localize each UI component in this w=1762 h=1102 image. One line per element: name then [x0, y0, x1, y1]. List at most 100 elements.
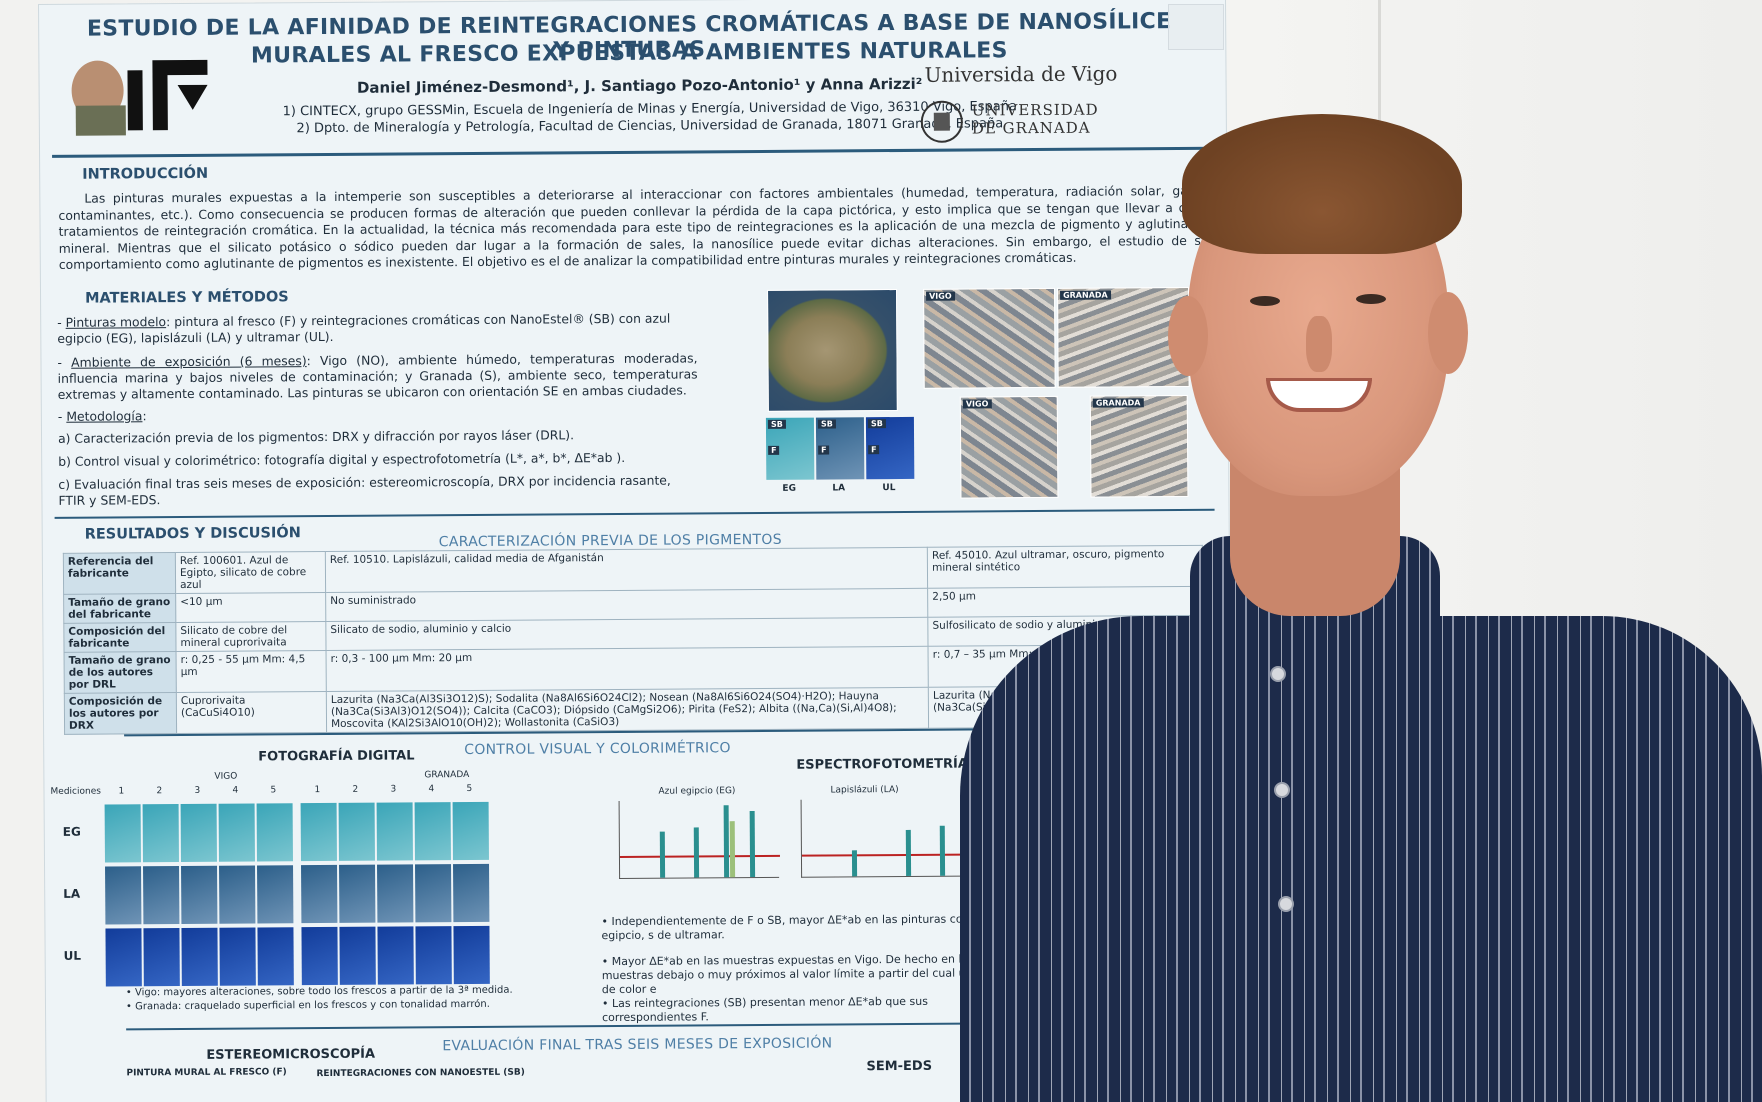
methods-a: a) Caracterización previa de los pigment… — [57, 427, 575, 446]
photo-swatch-vigo-ul-2 — [143, 928, 180, 987]
shirt-button-1 — [1270, 666, 1286, 682]
left-eye — [1250, 296, 1280, 306]
photo-swatch-granada-eg-3 — [376, 802, 413, 861]
photo-swatch-granada-la-5 — [453, 863, 490, 923]
chart-la-bar-1 — [851, 850, 858, 877]
university-vigo-logo: Universida de Vigo — [924, 61, 1118, 87]
photo-swatch-granada-ul-1 — [301, 926, 338, 986]
photo-grid: 1 2 3 4 5 1 2 3 4 5 EG LA UL — [39, 0, 1225, 987]
table-cell-la: No suministrado — [325, 588, 928, 622]
photo-swatch-granada-la-4 — [415, 864, 452, 923]
chart-eg-threshold — [619, 854, 780, 858]
person — [960, 96, 1762, 1102]
table-cell-la: Silicato de sodio, aluminio y calcio — [325, 617, 929, 651]
table-cell-la: Lazurita (Na3Ca(Al3Si3O12)S); Sodalita (… — [326, 687, 929, 733]
methods-item-2: - Ambiente de exposición (6 meses): Vigo… — [57, 350, 698, 402]
photo-col-granada-5: 5 — [466, 783, 473, 795]
photo-note-2-text: Granada: craquelado superficial en los f… — [135, 998, 490, 1013]
photo-swatch-granada-eg-1 — [300, 802, 337, 862]
scientific-poster: ESTUDIO DE LA AFINIDAD DE REINTEGRACIONE… — [38, 0, 1234, 1102]
semeds-heading: SEM-EDS — [866, 1058, 933, 1075]
chart-la-bar-2 — [905, 829, 912, 876]
chart-eg-bar-1 — [659, 831, 666, 878]
photo-swatch-vigo-la-4 — [219, 865, 256, 924]
photo-vigo-label: VIGO — [214, 771, 238, 782]
chart-la — [800, 798, 962, 878]
photo-swatch-granada-ul-4 — [415, 926, 452, 985]
photo-swatch-vigo-ul-4 — [219, 927, 256, 986]
photo-heading: FOTOGRAFÍA DIGITAL — [258, 748, 415, 765]
stereo-heading: ESTEREOMICROSCOPÍA — [206, 1046, 376, 1063]
photo-col-granada-3: 3 — [390, 784, 397, 795]
swatch-f-label-eg: F — [768, 445, 780, 455]
photo-swatch-vigo-eg-4 — [218, 803, 255, 862]
photo-swatch-vigo-ul-1 — [105, 928, 142, 987]
shirt-button-2 — [1274, 782, 1290, 798]
left-ear — [1168, 296, 1208, 376]
table-cell-la: r: 0,3 - 100 µm Mm: 20 µm — [326, 646, 929, 692]
swatch-sb-label-la: SB — [817, 419, 836, 429]
table-cell-eg: <10 µm — [175, 592, 326, 623]
photo-swatch-granada-ul-2 — [339, 926, 376, 985]
photo-swatch-vigo-eg-3 — [180, 803, 217, 863]
chart-la-bar-3 — [939, 825, 946, 876]
photo-swatch-vigo-ul-5 — [257, 927, 294, 986]
photo-note-2: • Granada: craquelado superficial en los… — [125, 998, 490, 1013]
photo-col-granada-2: 2 — [352, 784, 359, 795]
photo-swatch-vigo-la-3 — [181, 865, 218, 925]
photo-swatch-granada-la-1 — [301, 864, 338, 924]
stereo-f-label: PINTURA MURAL AL FRESCO (F) — [126, 1067, 287, 1079]
methods-b: b) Control visual y colorimétrico: fotog… — [58, 449, 626, 469]
methods-item-3: - Metodología: — [57, 408, 147, 424]
methods-item-2-label: Ambiente de exposición (6 meses) — [71, 353, 307, 370]
spectro-bullet-2-text: Mayor ΔE*ab en las muestras expuestas en… — [601, 952, 1017, 997]
photo-col-vigo-4: 4 — [232, 785, 239, 796]
methods-item-3-label: Metodología — [66, 408, 143, 424]
striped-shirt — [960, 616, 1762, 1102]
table-cell-head: Referencia del fabricante — [63, 552, 176, 595]
swatch-f-label-la: F — [818, 445, 830, 455]
swatch-sb-label-ul: SB — [867, 419, 886, 429]
table-cell-eg: Cuprorivaita (CaCuSi4O10) — [176, 691, 327, 734]
nose — [1306, 316, 1332, 372]
table-cell-head: Tamaño de grano del fabricante — [63, 593, 176, 624]
chart-la-threshold — [801, 853, 962, 857]
photo-swatch-granada-ul-3 — [377, 926, 414, 985]
spectro-bullet-1: • Independientemente de F o SB, mayor ΔE… — [601, 912, 996, 943]
swatch-ul: SB F — [865, 416, 915, 480]
swatch-sb-label-eg: SB — [767, 419, 786, 429]
intro-heading: INTRODUCCIÓN — [82, 165, 209, 183]
photo-swatch-granada-la-3 — [377, 864, 414, 923]
chart-eg-bar-5 — [729, 821, 736, 878]
swatch-f-label-ul: F — [868, 445, 880, 455]
photo-row-label-eg: EG — [62, 824, 81, 839]
photo-col-vigo-2: 2 — [156, 786, 163, 797]
granada-crest-icon — [920, 100, 963, 143]
right-ear — [1428, 292, 1468, 374]
iberian-peninsula-map — [767, 289, 898, 412]
research-group-logo — [71, 59, 208, 136]
methods-heading: MATERIALES Y MÉTODOS — [85, 289, 289, 307]
photo-swatch-granada-ul-5 — [453, 925, 490, 985]
photo-swatch-vigo-eg-2 — [142, 804, 179, 863]
swatch-caption-la: LA — [832, 483, 846, 494]
methods-c: c) Evaluación final tras seis meses de e… — [58, 472, 671, 508]
chart-eg-bar-4 — [749, 811, 756, 878]
photo-swatch-vigo-ul-3 — [181, 927, 218, 987]
stereo-sb-label: REINTEGRACIONES CON NANOESTEL (SB) — [316, 1067, 525, 1080]
spectro-heading: ESPECTROFOTOMETRÍA¹ — [796, 756, 974, 773]
photo-col-vigo-1: 1 — [118, 786, 125, 797]
results-heading: RESULTADOS Y DISCUSIÓN — [84, 525, 301, 543]
chart2-title: Lapislázuli (LA) — [830, 785, 899, 796]
photo-granada-label: GRANADA — [424, 770, 470, 781]
table-cell-la: Ref. 10510. Lapislázuli, calidad media d… — [325, 547, 928, 593]
spectro-bullet-1-text: Independientemente de F o SB, mayor ΔE*a… — [601, 912, 996, 943]
table-cell-eg: Ref. 100601. Azul de Egipto, silicato de… — [175, 551, 326, 594]
photo-swatch-vigo-la-5 — [257, 865, 294, 924]
chart-eg-bar-3 — [723, 805, 730, 878]
photo-col-granada-4: 4 — [428, 784, 435, 795]
table-cell-head: Composición del fabricante — [63, 622, 177, 653]
photo-col-vigo-3: 3 — [194, 785, 201, 796]
right-eye — [1356, 294, 1386, 304]
